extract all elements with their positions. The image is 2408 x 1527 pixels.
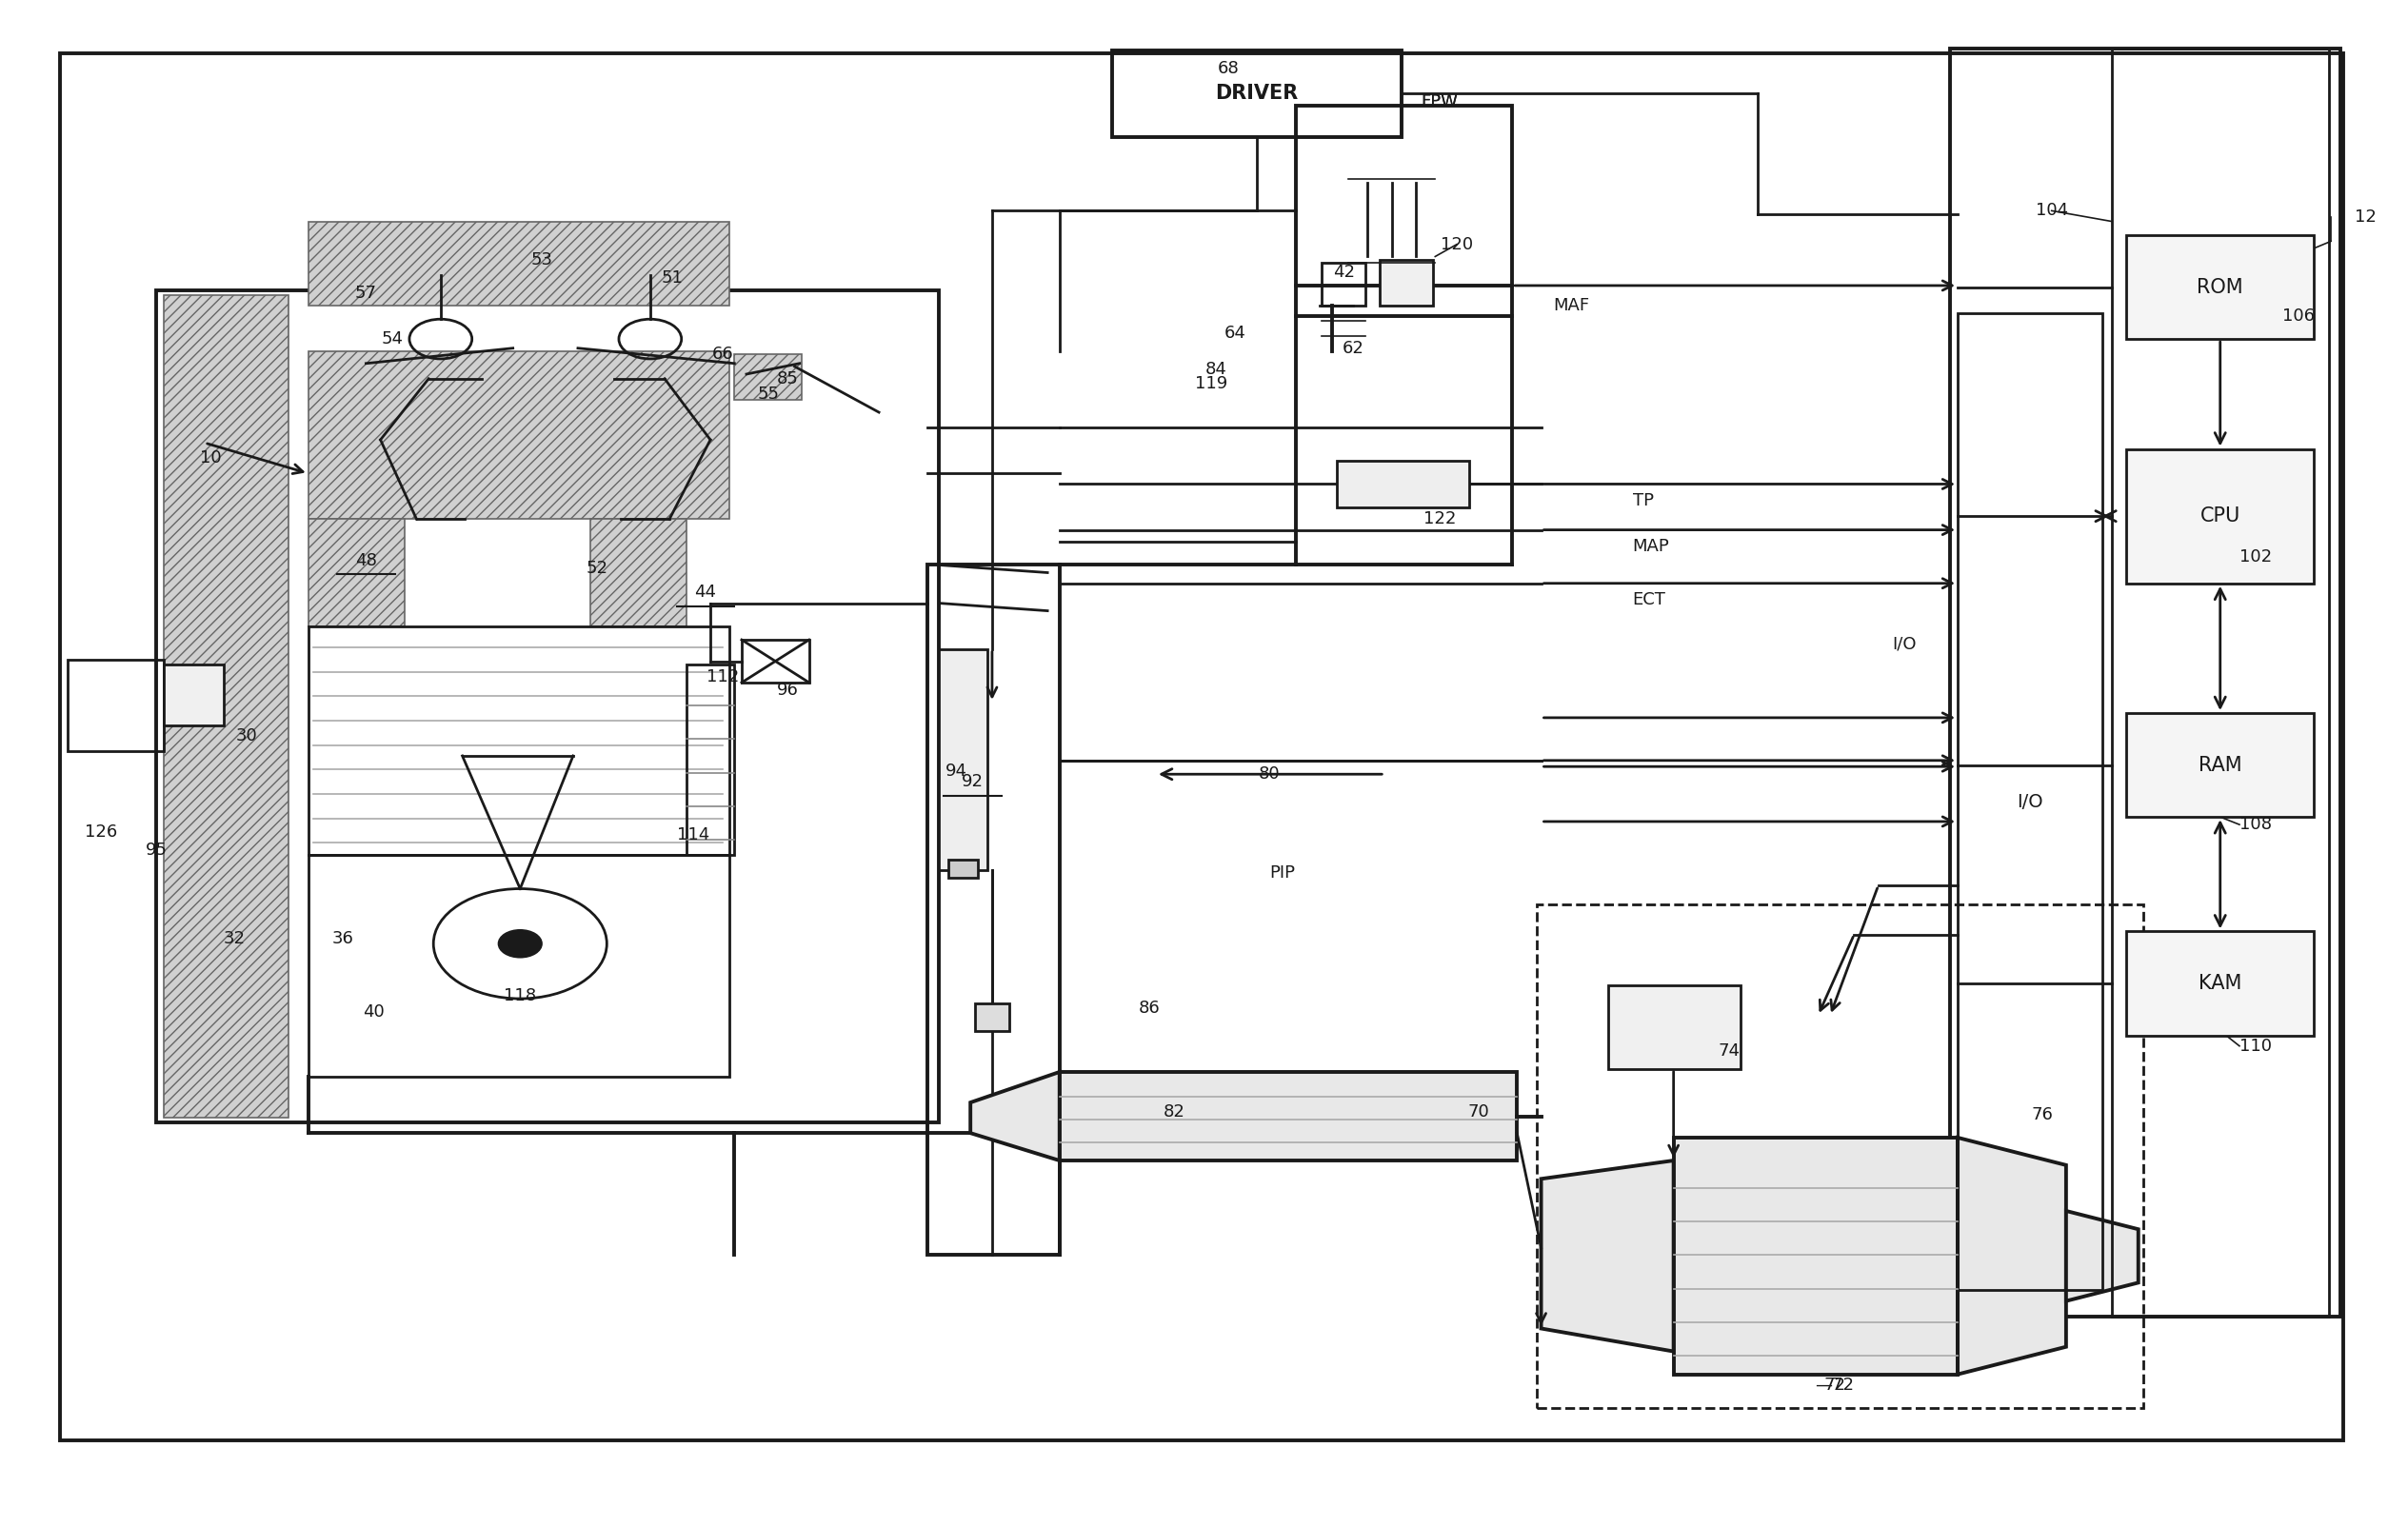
Text: 119: 119 — [1194, 374, 1228, 392]
Bar — [734, 354, 802, 400]
Text: 12: 12 — [2355, 208, 2377, 226]
Text: 72: 72 — [1823, 1376, 1847, 1394]
Text: 44: 44 — [694, 583, 718, 602]
Text: 96: 96 — [775, 681, 799, 699]
Text: 55: 55 — [756, 385, 780, 403]
Text: 92: 92 — [961, 773, 985, 791]
Text: MAF: MAF — [1553, 296, 1589, 315]
Bar — [67, 660, 164, 751]
Text: 108: 108 — [2239, 815, 2271, 834]
Bar — [2126, 713, 2314, 817]
Text: 122: 122 — [1423, 510, 1457, 528]
Text: PIP: PIP — [1269, 864, 1296, 883]
Bar — [308, 351, 730, 519]
Text: 10: 10 — [200, 449, 222, 467]
Circle shape — [498, 930, 542, 957]
Text: 32: 32 — [224, 930, 246, 948]
Text: 66: 66 — [713, 345, 732, 363]
Bar — [1674, 1138, 1958, 1374]
Text: —72: —72 — [1816, 1376, 1854, 1394]
Text: 114: 114 — [677, 826, 710, 844]
Text: 52: 52 — [585, 559, 609, 577]
Bar — [927, 565, 1060, 1255]
Text: 104: 104 — [2035, 202, 2068, 220]
Polygon shape — [1958, 1138, 2066, 1374]
Text: 48: 48 — [354, 551, 378, 570]
Text: 106: 106 — [2283, 307, 2314, 325]
Bar — [1609, 985, 1741, 1069]
Text: CPU: CPU — [2201, 507, 2239, 525]
Text: 74: 74 — [1717, 1041, 1741, 1060]
Text: FPW: FPW — [1421, 93, 1457, 111]
Bar — [2126, 931, 2314, 1035]
Bar — [975, 1003, 1009, 1031]
Bar — [742, 640, 809, 683]
Text: 82: 82 — [1163, 1102, 1185, 1121]
Bar — [308, 626, 730, 855]
Text: 54: 54 — [380, 330, 405, 348]
Bar — [939, 649, 987, 870]
Text: 112: 112 — [706, 667, 739, 686]
Text: 120: 120 — [1440, 235, 1474, 253]
Text: 76: 76 — [2030, 1106, 2054, 1124]
Text: 57: 57 — [354, 284, 378, 302]
Bar — [164, 664, 224, 725]
Bar — [686, 664, 734, 855]
Bar — [1536, 904, 2143, 1408]
Bar — [308, 221, 730, 305]
Text: 70: 70 — [1469, 1102, 1488, 1121]
Polygon shape — [1541, 1161, 1674, 1351]
Text: TP: TP — [1633, 492, 1654, 510]
Text: I/O: I/O — [2018, 793, 2042, 811]
Bar — [2126, 235, 2314, 339]
Text: ROM: ROM — [2196, 278, 2244, 296]
Text: 110: 110 — [2239, 1037, 2271, 1055]
Text: FPW: FPW — [1421, 93, 1457, 111]
Bar — [1958, 313, 2102, 1290]
Text: 95: 95 — [144, 841, 169, 860]
Text: MAP: MAP — [1633, 538, 1669, 556]
Bar — [949, 860, 978, 878]
Bar — [308, 519, 405, 626]
Bar — [1322, 263, 1365, 305]
Bar — [1060, 1072, 1517, 1161]
Text: 42: 42 — [1332, 263, 1356, 281]
Text: DRIVER: DRIVER — [1216, 84, 1298, 102]
Bar — [2126, 449, 2314, 583]
Text: 62: 62 — [1341, 339, 1365, 357]
Text: 126: 126 — [84, 823, 118, 841]
Text: ECT: ECT — [1633, 591, 1666, 609]
Text: 118: 118 — [503, 986, 537, 1005]
Polygon shape — [2066, 1211, 2138, 1301]
Text: 86: 86 — [1139, 999, 1161, 1017]
Bar — [1336, 461, 1469, 507]
Bar — [590, 519, 686, 626]
Bar — [1112, 50, 1401, 137]
Text: 64: 64 — [1223, 324, 1247, 342]
Polygon shape — [970, 1072, 1060, 1161]
Bar — [2112, 49, 2329, 1316]
Text: 40: 40 — [364, 1003, 383, 1022]
Text: 36: 36 — [332, 930, 354, 948]
Text: 102: 102 — [2239, 548, 2271, 567]
Text: 84: 84 — [1204, 360, 1228, 379]
Text: 53: 53 — [530, 250, 554, 269]
Bar — [308, 855, 730, 1077]
Text: 30: 30 — [236, 727, 258, 745]
Text: 68: 68 — [1218, 60, 1238, 78]
Text: RAM: RAM — [2199, 756, 2242, 774]
Text: 94: 94 — [944, 762, 968, 780]
Bar — [1296, 105, 1512, 316]
Text: 51: 51 — [660, 269, 684, 287]
Bar — [1380, 260, 1433, 305]
Text: KAM: KAM — [2199, 974, 2242, 993]
Text: 80: 80 — [1259, 765, 1279, 783]
Bar — [157, 290, 939, 1122]
Text: I/O: I/O — [1893, 635, 1917, 654]
Bar — [164, 295, 289, 1118]
Bar — [1950, 49, 2341, 1316]
Text: 85: 85 — [775, 370, 799, 388]
